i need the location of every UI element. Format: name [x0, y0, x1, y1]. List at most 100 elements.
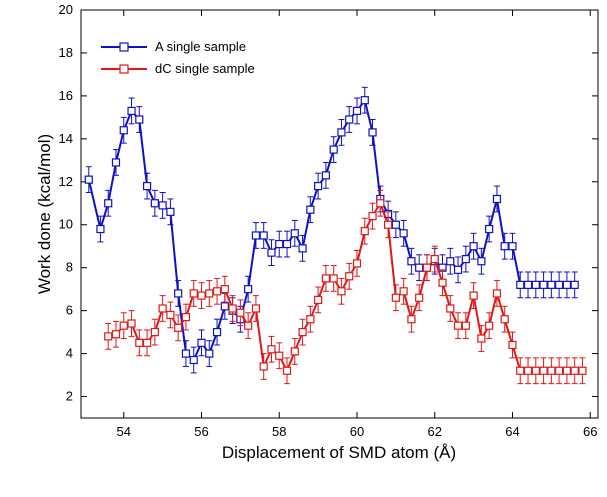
y-tick-label: 2: [66, 389, 73, 404]
data-point: [321, 171, 330, 180]
data-point: [477, 257, 486, 266]
data-point: [469, 291, 478, 300]
legend: A single sample dC single sample: [101, 39, 255, 76]
data-point: [407, 315, 416, 324]
data-point: [531, 366, 540, 375]
data-point: [570, 280, 579, 289]
y-tick-label: 18: [59, 45, 73, 60]
data-point: [282, 239, 292, 249]
data-point: [485, 224, 494, 234]
data-point: [142, 181, 152, 191]
data-point: [407, 257, 416, 266]
data-point: [306, 205, 315, 214]
data-point: [197, 291, 206, 300]
data-point: [189, 289, 198, 298]
data-point: [104, 332, 113, 341]
data-point: [399, 287, 408, 296]
x-axis-title: Displacement of SMD atom (Å): [222, 443, 456, 462]
y-tick-label: 14: [59, 131, 73, 146]
data-point: [547, 366, 556, 375]
data-point: [345, 115, 354, 124]
data-point: [228, 304, 237, 313]
data-point: [383, 220, 393, 229]
data-point: [267, 248, 276, 257]
data-point: [531, 280, 540, 289]
data-point: [314, 295, 323, 304]
data-point: [174, 323, 183, 332]
y-tick-label: 8: [66, 260, 73, 275]
data-point: [337, 287, 346, 296]
x-tick-label: 60: [350, 424, 364, 439]
data-point: [197, 338, 206, 347]
data-point: [453, 265, 463, 274]
data-point: [259, 362, 268, 371]
legend-marker-a: [119, 42, 129, 52]
data-point: [415, 293, 424, 302]
legend-label-a: A single sample: [155, 39, 246, 54]
data-point: [298, 328, 307, 337]
data-point: [298, 244, 307, 253]
y-tick-label: 6: [66, 303, 73, 318]
x-tick-label: 62: [428, 424, 442, 439]
data-point: [96, 224, 105, 234]
data-point: [212, 287, 222, 296]
data-point: [212, 328, 222, 337]
data-point: [539, 366, 548, 375]
data-point: [422, 263, 432, 272]
data-point: [158, 201, 167, 210]
data-point: [415, 263, 424, 272]
data-point: [321, 274, 330, 283]
series-layer: [84, 86, 587, 385]
data-point: [360, 96, 369, 105]
data-point: [205, 349, 214, 358]
y-tick-label: 4: [66, 346, 73, 361]
data-point: [290, 347, 299, 356]
data-point: [562, 280, 572, 289]
x-tick-label: 64: [505, 424, 519, 439]
data-point: [438, 278, 447, 287]
data-point: [275, 239, 284, 249]
data-point: [508, 242, 517, 251]
data-point: [578, 366, 587, 375]
data-point: [282, 366, 292, 375]
data-point: [181, 312, 191, 322]
x-tick-label: 54: [117, 424, 131, 439]
data-point: [166, 310, 175, 320]
data-point: [127, 319, 136, 328]
data-point: [127, 106, 136, 116]
data-point: [174, 289, 183, 298]
data-point: [477, 334, 486, 343]
data-point: [267, 345, 276, 354]
data-point: [461, 321, 470, 330]
data-point: [345, 272, 354, 281]
data-point: [523, 280, 533, 289]
data-point: [547, 280, 556, 289]
data-point: [446, 257, 455, 266]
data-point: [391, 220, 400, 229]
data-point: [275, 351, 284, 360]
data-point: [368, 212, 377, 221]
data-point: [485, 321, 494, 330]
data-point: [306, 315, 315, 324]
data-point: [135, 338, 144, 347]
data-point: [135, 115, 144, 124]
data-point: [399, 229, 408, 238]
data-point: [189, 355, 198, 365]
data-point: [220, 302, 229, 311]
data-point: [469, 242, 478, 251]
data-point: [314, 181, 323, 191]
data-point: [205, 289, 214, 298]
x-tick-label: 56: [194, 424, 208, 439]
y-tick-label: 16: [59, 88, 73, 103]
data-point: [337, 128, 346, 137]
data-point: [360, 227, 369, 236]
data-point: [516, 366, 525, 375]
y-axis-title: Work done (kcal/mol): [35, 134, 54, 294]
data-point: [251, 231, 261, 240]
data-point: [446, 304, 455, 313]
legend-label-dc: dC single sample: [155, 61, 255, 76]
data-point: [119, 321, 128, 330]
data-point: [150, 199, 159, 208]
data-point: [84, 175, 93, 184]
